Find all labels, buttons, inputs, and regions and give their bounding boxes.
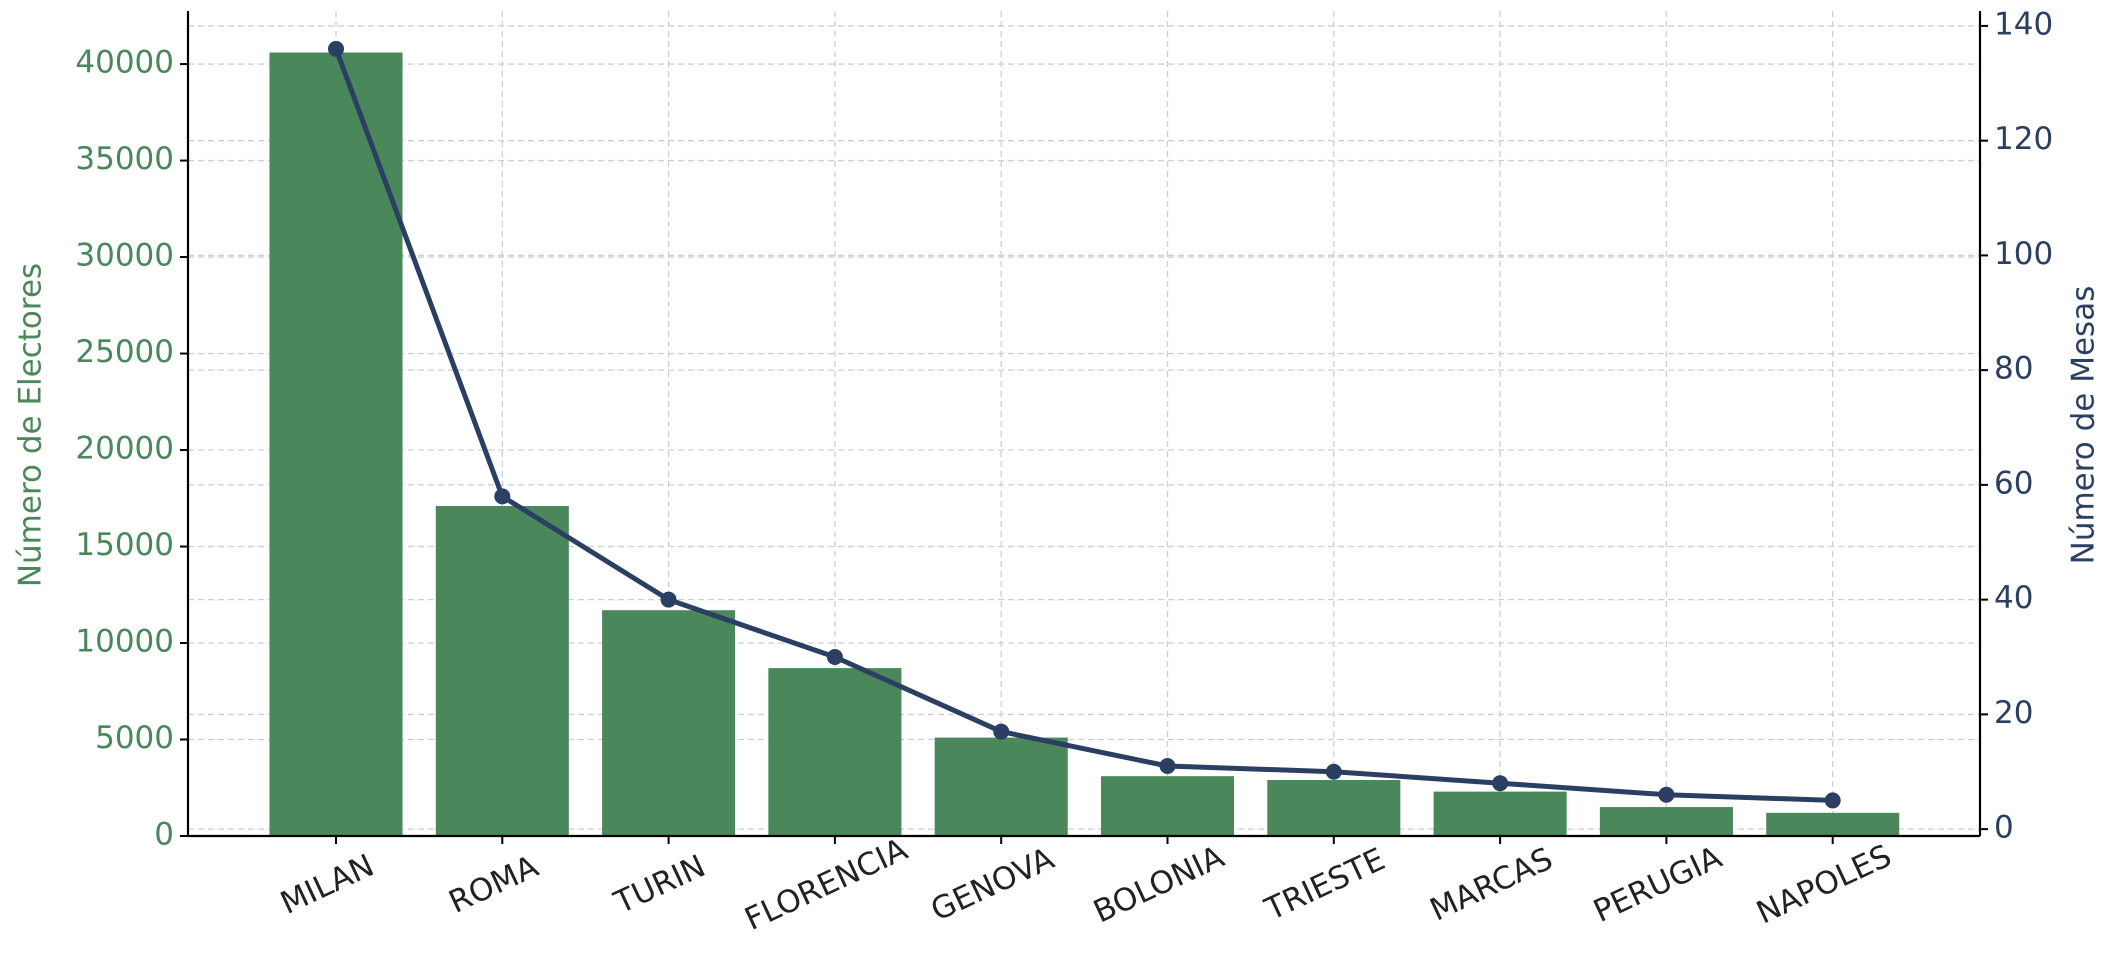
x-tick-label: MARCAS [1425,841,1558,929]
x-tick-label: FLORENCIA [739,831,913,937]
y-tick-label: 20000 [75,431,174,467]
x-tick-label: ROMA [444,848,544,920]
bar [1100,776,1235,836]
y-tick-label: 0 [154,817,174,853]
x-tick-label: NAPOLES [1751,838,1897,931]
bar [1599,807,1733,836]
line-point [494,488,511,505]
bar [269,52,403,837]
y2-tick-label: 100 [1994,236,2053,272]
y2-tick-label: 120 [1994,121,2053,157]
line-point [826,649,843,666]
y-tick-label: 40000 [75,45,174,81]
y-tick-label: 10000 [75,624,174,660]
y2-axis-label: Número de Mesas [2066,286,2102,565]
bar [1433,791,1567,836]
y2-tick-label: 80 [1994,351,2033,387]
y-tick-label: 35000 [75,141,174,177]
y-tick-label: 15000 [75,527,174,563]
bar [602,610,736,836]
x-tick-label: BOLONIA [1088,839,1229,930]
line-point [993,723,1010,740]
x-tick-label: TURIN [608,848,711,921]
y-tick-label: 25000 [75,334,174,370]
x-tick-label: MILAN [275,848,379,922]
y-tick-label: 30000 [75,238,174,274]
line-point [1492,775,1509,792]
bar [1267,780,1401,836]
bar [435,506,569,836]
line-point [1159,758,1176,775]
y2-tick-label: 40 [1994,580,2033,616]
y-axis-label: Número de Electores [13,263,49,587]
line-point [1824,792,1841,809]
y2-tick-label: 20 [1994,695,2033,731]
y2-tick-label: 0 [1994,810,2014,846]
line-point [1658,786,1675,803]
x-tick-label: GENOVA [926,841,1060,929]
y-tick-label: 5000 [95,720,174,756]
x-tick-label: TRIESTE [1259,841,1391,928]
bar [768,668,902,836]
bar [1766,812,1900,836]
y2-tick-label: 60 [1994,465,2033,501]
x-tick-label: PERUGIA [1588,839,1727,929]
bar [934,737,1068,836]
line-point [1325,763,1342,780]
line [333,47,1833,803]
y2-tick-label: 140 [1994,6,2053,42]
line-point [328,40,344,57]
line-point [660,591,677,608]
